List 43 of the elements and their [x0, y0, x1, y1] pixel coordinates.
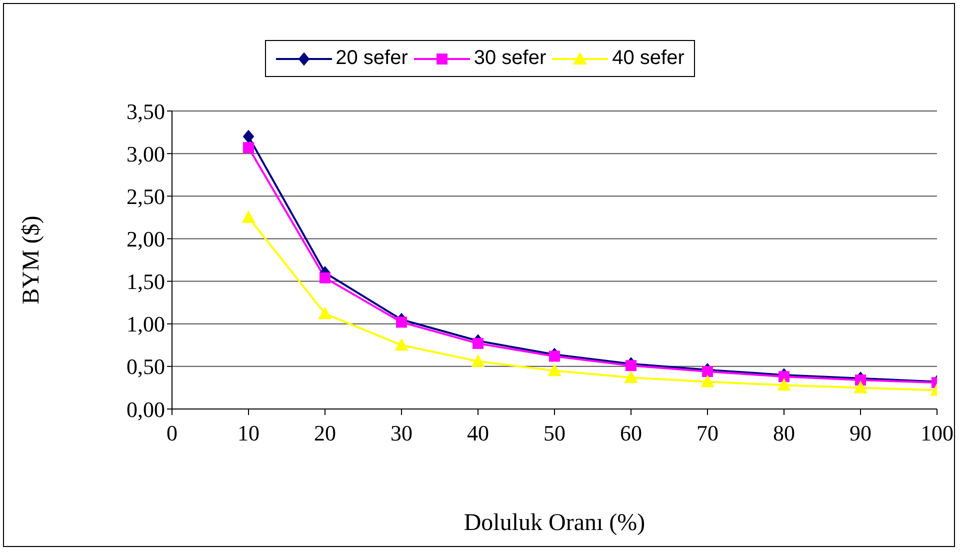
x-tick-label: 60: [620, 420, 642, 446]
x-tick-label: 30: [390, 420, 412, 446]
x-tick-label: 20: [314, 420, 336, 446]
y-tick-label: 1,00: [126, 312, 165, 337]
y-axis-title: BYM ($): [18, 216, 45, 304]
point: [626, 360, 636, 372]
point: [701, 375, 714, 388]
point: [472, 338, 484, 349]
legend-label: 40 sefer: [612, 47, 684, 70]
point: [855, 374, 866, 386]
y-tick-label: 3,50: [126, 98, 165, 124]
point: [778, 378, 790, 391]
point: [320, 272, 330, 284]
y-tick-label: 2,00: [126, 226, 165, 252]
y-tick-label: 3,00: [126, 141, 165, 166]
point: [243, 142, 254, 154]
y-tick-label: 0,00: [126, 396, 165, 422]
x-tick-label: 50: [544, 420, 566, 446]
legend-label: 30 sefer: [474, 47, 546, 70]
point: [854, 381, 867, 394]
legend-label: 20 sefer: [336, 47, 408, 70]
point: [243, 130, 254, 144]
y-tick-label: 0,50: [126, 354, 165, 380]
x-tick-label: 10: [238, 420, 260, 446]
point: [702, 366, 713, 378]
point: [318, 307, 332, 320]
point: [242, 210, 255, 223]
x-tick-label: 90: [850, 420, 872, 446]
y-tick-label: 2,50: [126, 184, 165, 209]
x-tick-label: 0: [166, 420, 178, 446]
point: [549, 350, 560, 362]
x-tick-label: 100: [920, 420, 954, 446]
point: [548, 364, 561, 376]
x-tick-label: 70: [696, 420, 718, 446]
point: [472, 354, 484, 367]
point: [395, 338, 408, 351]
x-tick-label: 40: [467, 420, 489, 446]
point: [778, 371, 790, 382]
x-tick-label: 80: [773, 420, 795, 446]
x-axis-title: Doluluk Oranı (%): [464, 510, 646, 536]
y-tick-label: 1,50: [126, 269, 165, 294]
point: [396, 316, 407, 328]
point: [624, 370, 638, 383]
